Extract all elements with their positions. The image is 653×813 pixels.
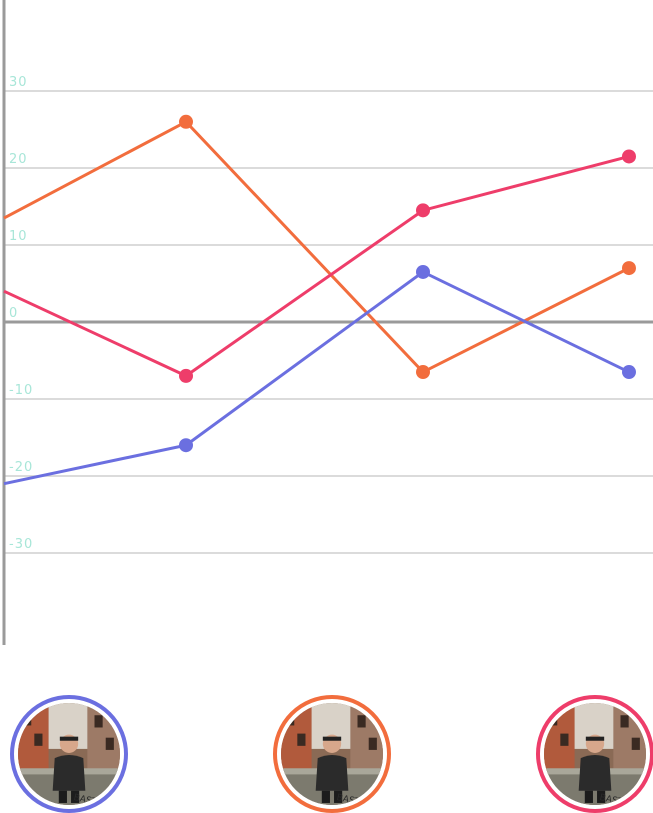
series-line [3, 154, 630, 378]
y-tick-label: -10 [9, 383, 33, 398]
line-chart: 30 20 10 0 -10 -20 -30 [2, 0, 653, 645]
avatar-1[interactable]: BAST [10, 695, 128, 813]
series-1 [3, 114, 636, 380]
y-tick-label: 10 [9, 229, 28, 244]
data-point[interactable] [416, 365, 430, 380]
series-line [3, 119, 630, 374]
series-2 [3, 149, 636, 383]
data-point[interactable] [179, 368, 193, 383]
user-photo-icon: BAST [18, 703, 120, 805]
y-tick-label: 0 [9, 306, 18, 321]
data-point[interactable] [622, 365, 636, 380]
data-point[interactable] [416, 264, 430, 279]
y-tick-label: -30 [9, 537, 33, 552]
avatar-2[interactable]: BAST [273, 695, 391, 813]
series-3 [3, 264, 636, 486]
y-tick-label: -20 [9, 460, 33, 475]
user-photo-icon: BAST [281, 703, 383, 805]
user-photo-icon: BAST [544, 703, 646, 805]
series-group [3, 114, 636, 486]
data-point[interactable] [179, 438, 193, 453]
data-point[interactable] [622, 149, 636, 164]
series-line [3, 270, 630, 486]
data-point[interactable] [416, 203, 430, 218]
y-tick-label: 20 [9, 152, 28, 167]
data-point[interactable] [179, 114, 193, 129]
y-tick-label: 30 [9, 75, 28, 90]
avatar-3[interactable]: BAST [536, 695, 653, 813]
grid-lines [4, 90, 653, 554]
y-tick-labels: 30 20 10 0 -10 -20 -30 [9, 75, 33, 552]
data-point[interactable] [622, 261, 636, 276]
